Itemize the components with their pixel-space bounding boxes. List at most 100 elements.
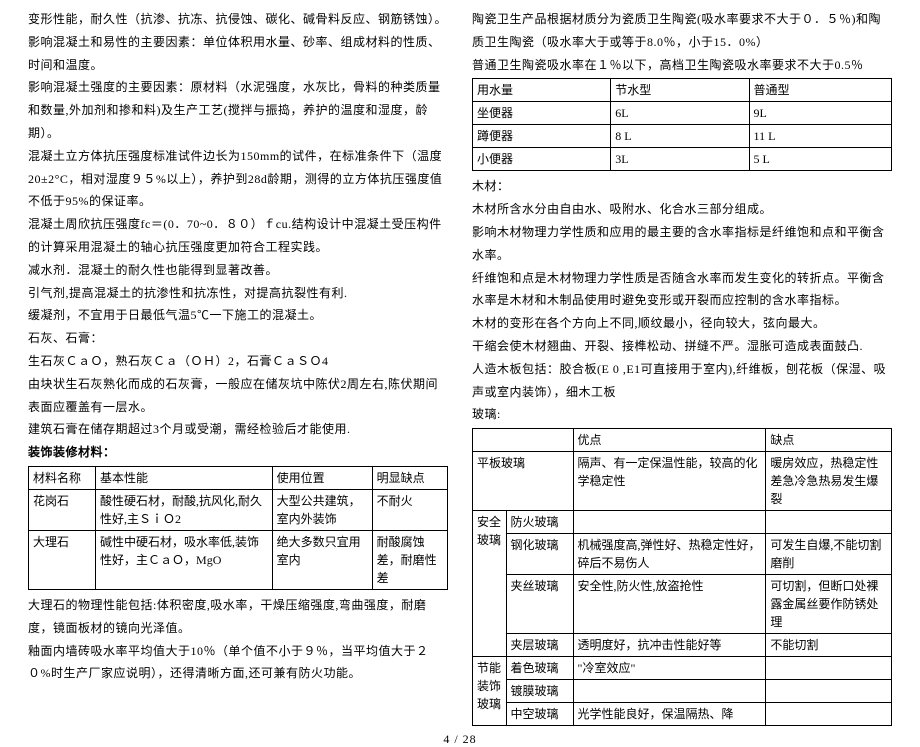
table-cell: 可发生自爆,不能切割磨削 [766,534,892,575]
table-cell: 小便器 [473,148,611,171]
table-cell [573,680,766,703]
table-header: 节水型 [611,79,749,102]
table-cell [573,511,766,534]
para: 木材的变形在各个方向上不同,顺纹最小，径向较大，弦向最大。 [472,312,892,335]
table-header [473,429,574,452]
table-cell: 坐便器 [473,102,611,125]
para: 干缩会使木材翘曲、开裂、接榫松动、拼缝不严。湿胀可造成表面鼓凸. [472,335,892,358]
table-cell: 碱性中硬石材，吸水率低,装饰性好，主ＣａＯ，MgO [96,530,273,589]
table-cell: 8 L [611,125,749,148]
table-cell: 5 L [749,148,891,171]
para: 建筑石膏在储存期超过3个月或受潮，需经检验后才能使用. [28,418,448,441]
table-cell: 安全玻璃 [473,511,507,657]
para: 人造木板包括：胶合板(E 0 ,E1可直接用于室内),纤维板，刨花板（保湿、吸声… [472,358,892,404]
table-cell: 平板玻璃 [473,452,574,511]
table-cell: 耐酸腐蚀差，耐磨性差 [372,530,447,589]
table-row: 中空玻璃 光学性能良好，保温隔热、降 [473,703,892,726]
para: 大理石的物理性能包括:体积密度,吸水率，干燥压缩强度,弯曲强度，耐磨度，镜面板材… [28,594,448,640]
para: 减水剂．混凝土的耐久性也能得到显著改善。 [28,259,448,282]
table-row: 节能装饰玻璃 着色玻璃 "冷室效应" [473,657,892,680]
table-cell: 大型公共建筑，室内外装饰 [272,489,372,530]
para: 生石灰ＣａＯ，熟石灰Ｃａ（ＯＨ）2，石膏ＣａＳＯ4 [28,350,448,373]
para: 木材所含水分由自由水、吸附水、化合水三部分组成。 [472,198,892,221]
table-row: 钢化玻璃 机械强度高,弹性好、热稳定性好，碎后不易伤人 可发生自爆,不能切割磨削 [473,534,892,575]
table-row: 优点 缺点 [473,429,892,452]
table-cell: 9L [749,102,891,125]
table-header: 基本性能 [96,466,273,489]
para: 缓凝剂，不宜用于日最低气温5℃一下施工的混凝土。 [28,304,448,327]
table-row: 坐便器 6L 9L [473,102,892,125]
table-header: 使用位置 [272,466,372,489]
table-cell: 夹层玻璃 [506,634,573,657]
table-cell: 绝大多数只宜用室内 [272,530,372,589]
table-cell: 夹丝玻璃 [506,575,573,634]
page-number: 4 / 28 [0,732,920,747]
para: 玻璃: [472,403,892,426]
table-header: 缺点 [766,429,892,452]
para: 陶瓷卫生产品根据材质分为瓷质卫生陶瓷(吸水率要求不大于０．５％)和陶质卫生陶瓷（… [472,8,892,54]
table-cell: 不能切割 [766,634,892,657]
table-cell: 花岗石 [29,489,96,530]
table-cell: 着色玻璃 [506,657,573,680]
table-cell: 11 L [749,125,891,148]
para: 变形性能，耐久性（抗渗、抗冻、抗侵蚀、碳化、碱骨料反应、钢筋锈蚀）。 [28,8,448,31]
table-header: 明显缺点 [372,466,447,489]
table-header: 普通型 [749,79,891,102]
para: 影响混凝土强度的主要因素：原材料（水泥强度，水灰比，骨料的种类质量和数量,外加剂… [28,76,448,144]
table-cell: 安全性,防火性,放盗抢性 [573,575,766,634]
table-row: 花岗石 酸性硬石材，耐酸,抗风化,耐久性好,主ＳｉＯ2 大型公共建筑，室内外装饰… [29,489,448,530]
table-row: 蹲便器 8 L 11 L [473,125,892,148]
table-cell: 镀膜玻璃 [506,680,573,703]
table-row: 镀膜玻璃 [473,680,892,703]
right-column: 陶瓷卫生产品根据材质分为瓷质卫生陶瓷(吸水率要求不大于０．５％)和陶质卫生陶瓷（… [472,8,892,730]
table-cell: 节能装饰玻璃 [473,657,507,726]
table-row: 小便器 3L 5 L [473,148,892,171]
para: 影响木材物理力学性质和应用的最主要的含水率指标是纤维饱和点和平衡含水率。 [472,221,892,267]
table-cell: 可切割，但断口处裸露金属丝要作防锈处理 [766,575,892,634]
table-cell: 机械强度高,弹性好、热稳定性好，碎后不易伤人 [573,534,766,575]
table-header: 材料名称 [29,466,96,489]
table-row: 用水量 节水型 普通型 [473,79,892,102]
para: 普通卫生陶瓷吸水率在１％以下，高档卫生陶瓷吸水率要求不大于0.5％ [472,54,892,77]
table-cell: "冷室效应" [573,657,766,680]
table-row: 平板玻璃 隔声、有一定保温性能，较高的化学稳定性 暖房效应，热稳定性差急冷急热易… [473,452,892,511]
table-cell: 不耐火 [372,489,447,530]
table-cell [766,680,892,703]
table-row: 夹层玻璃 透明度好，抗冲击性能好等 不能切割 [473,634,892,657]
para: 引气剂,提高混凝土的抗渗性和抗冻性，对提高抗裂性有利. [28,282,448,305]
table-cell: 6L [611,102,749,125]
table-cell [766,511,892,534]
table-row: 夹丝玻璃 安全性,防火性,放盗抢性 可切割，但断口处裸露金属丝要作防锈处理 [473,575,892,634]
table-cell: 钢化玻璃 [506,534,573,575]
para: 混凝土周欣抗压强度fc＝(0．70~0．８０）ｆcu.结构设计中混凝土受压构件的… [28,213,448,259]
table-cell: 中空玻璃 [506,703,573,726]
para: 木材： [472,175,892,198]
table-row: 大理石 碱性中硬石材，吸水率低,装饰性好，主ＣａＯ，MgO 绝大多数只宜用室内 … [29,530,448,589]
glass-table: 优点 缺点 平板玻璃 隔声、有一定保温性能，较高的化学稳定性 暖房效应，热稳定性… [472,428,892,726]
table-cell: 透明度好，抗冲击性能好等 [573,634,766,657]
table-row: 安全玻璃 防火玻璃 [473,511,892,534]
table-cell: 大理石 [29,530,96,589]
table-cell: 隔声、有一定保温性能，较高的化学稳定性 [573,452,766,511]
para: 混凝土立方体抗压强度标准试件边长为150mm的试件，在标准条件下（温度20±2°… [28,145,448,213]
para: 石灰、石膏： [28,327,448,350]
table-cell: 蹲便器 [473,125,611,148]
table-cell [766,657,892,680]
para: 釉面内墙砖吸水率平均值大于10％（单个值不小于９％，当平均值大于２０%时生产厂家… [28,640,448,686]
table-cell: 暖房效应，热稳定性差急冷急热易发生爆裂 [766,452,892,511]
para: 由块状生石灰熟化而成的石灰膏，一般应在储灰坑中陈伏2周左右,陈伏期间表面应覆盖有… [28,373,448,419]
left-column: 变形性能，耐久性（抗渗、抗冻、抗侵蚀、碳化、碱骨料反应、钢筋锈蚀）。 影响混凝土… [28,8,448,730]
table-cell: 防火玻璃 [506,511,573,534]
table-cell: 光学性能良好，保温隔热、降 [573,703,766,726]
materials-table: 材料名称 基本性能 使用位置 明显缺点 花岗石 酸性硬石材，耐酸,抗风化,耐久性… [28,466,448,590]
table-cell [766,703,892,726]
table-row: 材料名称 基本性能 使用位置 明显缺点 [29,466,448,489]
section-heading: 装饰装修材料： [28,441,448,464]
water-usage-table: 用水量 节水型 普通型 坐便器 6L 9L 蹲便器 8 L 11 L 小便器 3… [472,78,892,171]
table-header: 用水量 [473,79,611,102]
table-header: 优点 [573,429,766,452]
table-cell: 3L [611,148,749,171]
table-cell: 酸性硬石材，耐酸,抗风化,耐久性好,主ＳｉＯ2 [96,489,273,530]
para: 影响混凝土和易性的主要因素：单位体积用水量、砂率、组成材料的性质、时间和温度。 [28,31,448,77]
para: 纤维饱和点是木材物理力学性质是否随含水率而发生变化的转折点。平衡含水率是木材和木… [472,267,892,313]
